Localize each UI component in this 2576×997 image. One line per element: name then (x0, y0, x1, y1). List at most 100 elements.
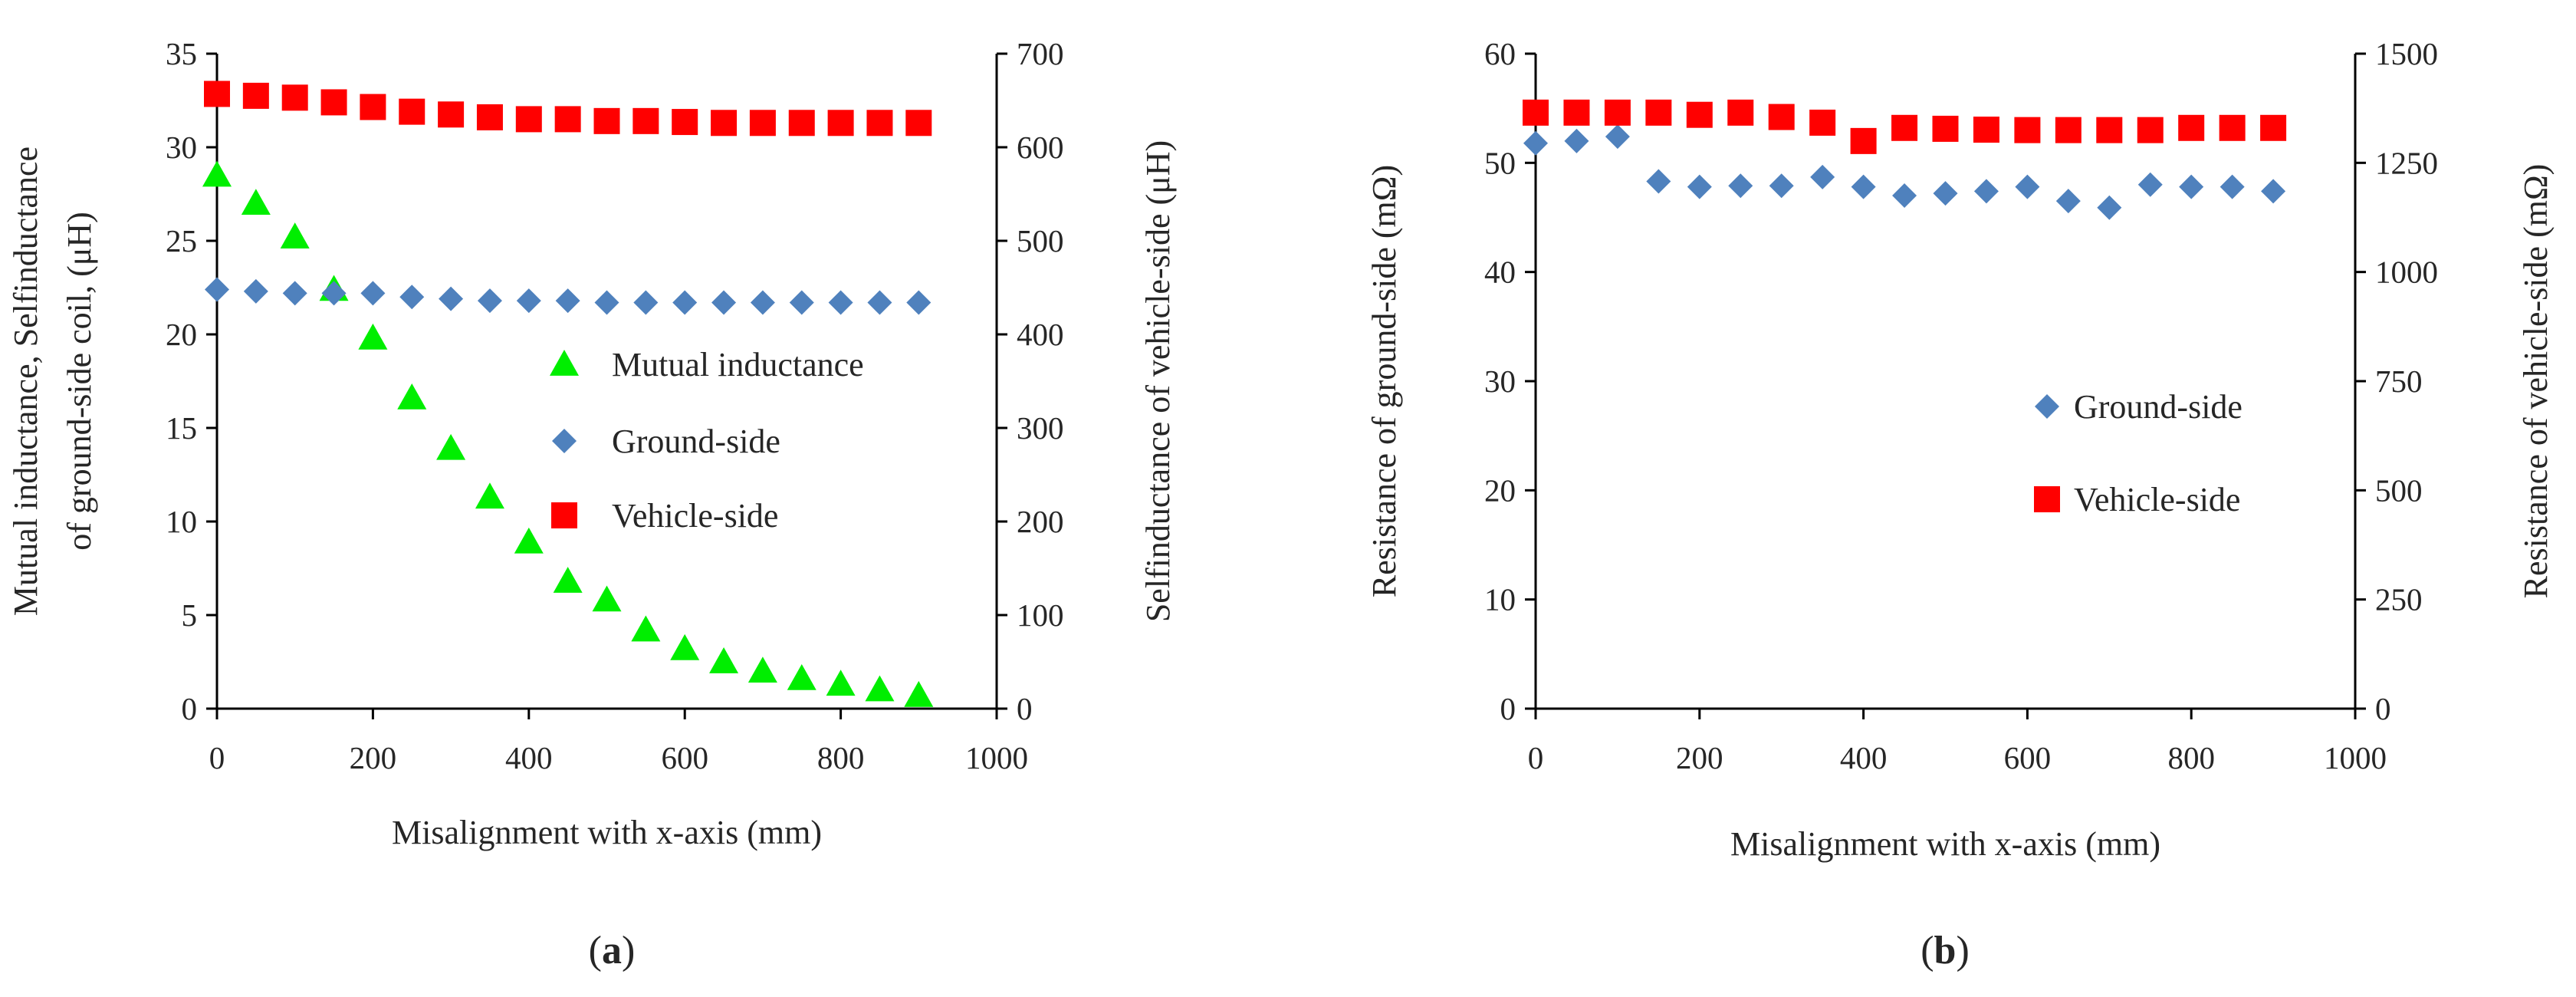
legend-marker-square (551, 502, 577, 528)
data-point-square (1850, 127, 1877, 154)
y-left-tick-label: 35 (166, 36, 197, 71)
data-point-diamond (789, 290, 814, 315)
data-point-square (1973, 117, 1999, 143)
data-point-diamond (2055, 189, 2081, 214)
panel-label-close: ) (622, 929, 635, 972)
chart-panel-a: 0 200 400 600 800 1000 0 5 10 15 20 25 30 35 0 100 200 30… (7, 36, 1177, 972)
data-point-triangle (670, 633, 700, 660)
series-ground-side (205, 277, 932, 315)
panel-label: (a) (589, 929, 636, 972)
legend-label: Mutual inductance (612, 346, 864, 383)
y-left-tick-label: 10 (1484, 582, 1516, 617)
data-point-diamond (516, 288, 541, 314)
series-vehicle-side (204, 81, 932, 137)
data-point-square (2096, 117, 2123, 143)
data-point-triangle (709, 647, 739, 673)
data-point-diamond (399, 285, 425, 310)
data-point-diamond (1973, 179, 1999, 204)
data-point-diamond (2137, 172, 2163, 197)
y-right-tick-label: 250 (2375, 582, 2423, 617)
data-point-square (711, 110, 738, 137)
data-point-diamond (2220, 174, 2245, 199)
y-left-tick-label: 25 (166, 223, 197, 258)
x-tick-label: 0 (209, 740, 225, 775)
y-left-tick-label: 10 (166, 504, 197, 539)
x-tick-label: 400 (1840, 740, 1888, 775)
y-right-tick-label: 1000 (2375, 255, 2438, 290)
panel-label-letter: b (1934, 929, 1957, 972)
data-point-diamond (828, 290, 853, 315)
data-point-triangle (904, 680, 934, 707)
x-tick-label: 1000 (2324, 740, 2387, 775)
data-point-square (2178, 114, 2205, 141)
data-point-square (2219, 114, 2246, 141)
data-point-square (281, 84, 308, 111)
legend-marker-diamond (552, 429, 577, 453)
data-point-square (204, 81, 230, 107)
data-point-triangle (787, 663, 816, 690)
legend-label: Vehicle-side (612, 497, 778, 535)
data-point-diamond (1646, 169, 1671, 194)
x-axis-label: Misalignment with x-axis (mm) (392, 814, 822, 851)
data-point-square (1932, 115, 1959, 142)
legend-label: Ground-side (612, 423, 780, 460)
y-axis-right-label: Resistance of vehicle-side (mΩ) (2517, 164, 2555, 599)
data-point-square (2137, 117, 2164, 143)
data-point-diamond (243, 278, 268, 304)
data-point-square (1686, 101, 1713, 128)
y-left-tick-label: 5 (182, 597, 198, 633)
x-tick-label: 400 (505, 740, 553, 775)
legend-label: Vehicle-side (2074, 481, 2240, 518)
y-right-tick-label: 1500 (2375, 36, 2438, 71)
y-left-tick-label: 0 (182, 691, 198, 726)
y-right-tick-label: 200 (1017, 504, 1064, 539)
data-point-square (554, 106, 581, 133)
data-point-square (632, 107, 659, 134)
data-point-square (1809, 109, 1836, 136)
data-point-triangle (358, 323, 388, 350)
data-point-diamond (2097, 195, 2122, 220)
panel-label-open: ( (589, 929, 602, 972)
panel-label-open: ( (1921, 929, 1934, 972)
y-axis-left-label-line2: of ground-side coil, (μH) (61, 212, 98, 550)
data-point-square (749, 110, 776, 137)
data-point-square (1768, 104, 1795, 130)
data-point-square (242, 82, 269, 109)
data-point-triangle (631, 615, 661, 642)
data-point-square (866, 110, 893, 137)
y-axis-left-label-line1: Mutual inductance, Selfinductance (7, 146, 44, 616)
data-point-diamond (1687, 174, 1712, 199)
data-point-square (593, 107, 620, 134)
y-right-tick-label: 100 (1017, 597, 1064, 633)
data-point-square (827, 110, 854, 137)
data-point-triangle (397, 383, 427, 410)
data-point-triangle (280, 222, 310, 248)
data-point-diamond (1851, 174, 1876, 199)
panel-label-close: ) (1956, 929, 1969, 972)
data-point-triangle (865, 675, 895, 702)
y-left-tick-label: 60 (1484, 36, 1516, 71)
data-point-diamond (750, 290, 775, 315)
data-point-diamond (439, 286, 464, 311)
data-point-triangle (826, 670, 856, 696)
data-point-square (360, 94, 386, 120)
data-point-square (1891, 114, 1918, 141)
y-right-tick-label: 500 (1017, 223, 1064, 258)
x-tick-label: 800 (2167, 740, 2215, 775)
y-right-tick-label: 400 (1017, 317, 1064, 352)
data-point-square (1604, 99, 1631, 126)
x-tick-label: 0 (1528, 740, 1544, 775)
y-right-tick-label: 0 (1017, 691, 1033, 726)
y-left-tick-label: 15 (166, 410, 197, 446)
data-point-square (1563, 99, 1590, 126)
legend-marker-diamond (2035, 394, 2059, 419)
data-point-diamond (906, 290, 932, 315)
y-left-tick-label: 20 (166, 317, 197, 352)
data-point-diamond (1769, 173, 1794, 199)
y-left-tick-label: 30 (166, 130, 197, 165)
x-tick-label: 600 (2004, 740, 2052, 775)
data-point-square (476, 104, 503, 130)
data-point-triangle (241, 189, 271, 216)
data-point-diamond (477, 288, 502, 314)
legend-marker-triangle (550, 350, 579, 376)
